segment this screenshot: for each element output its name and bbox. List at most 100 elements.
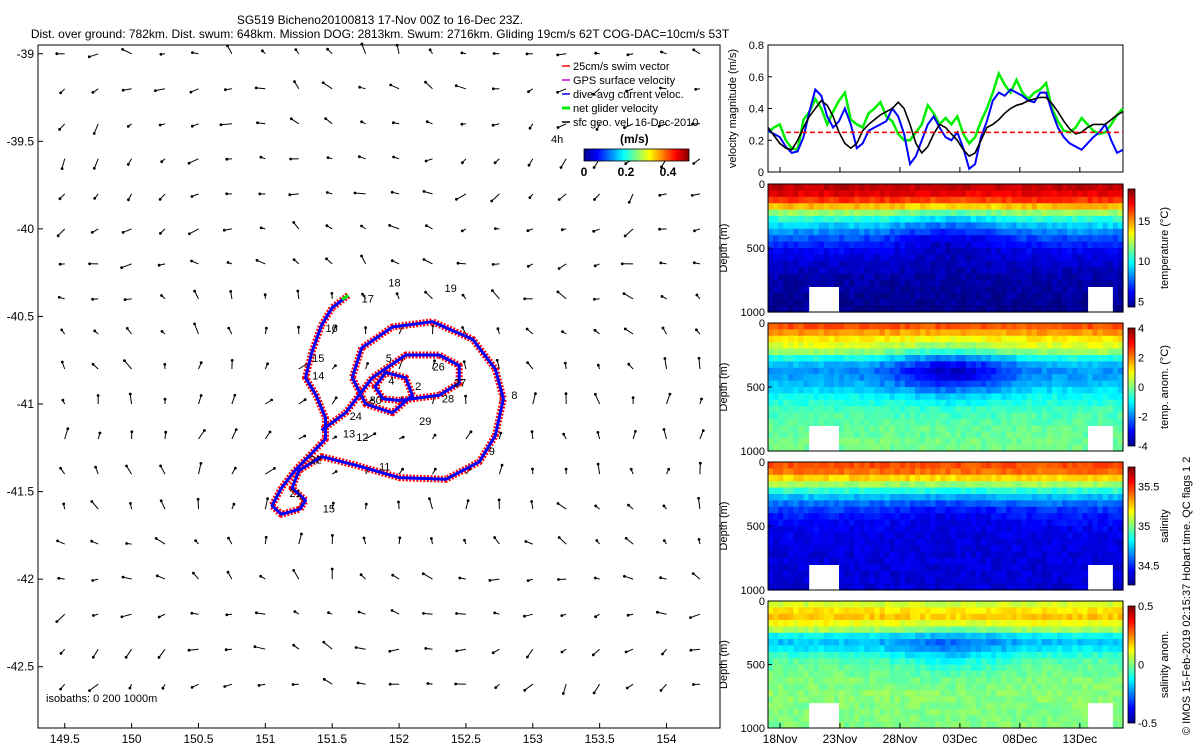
section-cell: [996, 468, 1002, 476]
section-cell: [1082, 267, 1089, 275]
section-cell: [854, 280, 860, 287]
section-cell: [950, 481, 957, 489]
section-cell: [970, 203, 977, 211]
colorbar-tick-label: 0.2: [618, 165, 635, 179]
section-cell: [1082, 393, 1089, 401]
current-vector: [698, 498, 701, 510]
section-cell: [1057, 342, 1063, 350]
section-cell: [1021, 551, 1028, 559]
section-cell: [854, 292, 860, 300]
section-cell: [798, 551, 805, 559]
section-cell: [950, 267, 957, 275]
section-cell: [1112, 254, 1119, 262]
current-vector-head: [390, 609, 394, 612]
section-cell: [1062, 184, 1068, 191]
section-cell: [981, 519, 987, 527]
section-cell: [1026, 292, 1033, 300]
current-vector-head: [87, 55, 91, 59]
section-cell: [1006, 273, 1013, 281]
section-cell: [773, 222, 779, 230]
section-cell: [981, 481, 987, 489]
colorbar-tick-label: 10: [1138, 256, 1150, 268]
section-cell: [1102, 412, 1109, 420]
section-cell: [798, 235, 805, 243]
section-cell: [1077, 196, 1084, 204]
section-cell: [1072, 513, 1078, 521]
section-cell: [1006, 558, 1013, 565]
section-cell: [828, 361, 835, 369]
section-cell: [828, 374, 835, 382]
section-cell: [864, 444, 871, 452]
section-cell: [1001, 393, 1007, 401]
section-cell: [1097, 361, 1104, 369]
section-cell: [864, 558, 871, 565]
section-cell: [991, 406, 997, 414]
current-vector-head: [157, 656, 161, 659]
section-cell: [768, 273, 774, 281]
x-tick-label: 152: [389, 732, 409, 746]
current-vector-head: [123, 359, 126, 363]
current-vector-head: [692, 261, 696, 265]
section-cell: [935, 487, 942, 495]
section-cell: [844, 342, 850, 350]
section-cell: [1001, 474, 1007, 482]
section-cell: [1026, 438, 1033, 446]
section-cell: [854, 412, 860, 420]
section-cell: [950, 248, 957, 255]
section-cell: [808, 209, 815, 217]
section-cell: [1016, 203, 1023, 211]
section-cell: [798, 254, 805, 262]
section-cell: [818, 335, 825, 343]
current-vector-head: [596, 431, 600, 434]
section-cell: [849, 545, 855, 553]
legend-label: sfc geo. vel. 16-Dec-2010: [573, 117, 698, 129]
section-cell: [1112, 342, 1119, 350]
section-cell: [818, 203, 825, 211]
section-cell: [1097, 500, 1104, 508]
section-cell: [869, 241, 876, 249]
section-cell: [768, 583, 774, 591]
section-cell: [1046, 481, 1053, 489]
current-vector-head: [493, 161, 497, 165]
section-cell: [1036, 374, 1043, 382]
section-cell: [925, 419, 931, 426]
section-cell: [859, 209, 865, 217]
section-cell: [839, 506, 845, 514]
section-cell: [778, 361, 784, 369]
section-cell: [1026, 216, 1033, 223]
section-cell: [788, 494, 794, 501]
section-cell: [1077, 184, 1084, 191]
section-cell: [996, 348, 1002, 356]
section-cell: [935, 419, 942, 426]
section-cell: [859, 564, 865, 572]
day-label: 4: [388, 376, 394, 388]
section-cell: [1026, 323, 1033, 330]
current-vector-head: [531, 467, 534, 471]
section-cell: [1062, 361, 1068, 369]
section-cell: [788, 267, 794, 275]
section-cell: [1052, 292, 1058, 300]
section-cell: [1117, 532, 1124, 540]
section-cell: [986, 355, 992, 362]
current-vector-head: [94, 465, 97, 469]
section-cell: [773, 532, 779, 540]
section-cell: [818, 222, 825, 230]
section-cell: [1082, 305, 1089, 313]
section-cell: [910, 481, 916, 489]
current-vector-head: [258, 192, 262, 196]
current-vector-head: [627, 503, 630, 507]
section-cell: [965, 500, 972, 508]
section-cell: [991, 570, 997, 578]
velocity-ylabel: velocity magnitude (m/s): [727, 49, 739, 168]
section-cell: [788, 474, 794, 482]
section-cell: [1062, 494, 1068, 501]
section-cell: [996, 412, 1002, 420]
section-cell: [1087, 513, 1094, 521]
section-cell: [1087, 526, 1094, 533]
section-cell: [849, 196, 855, 204]
section-cell: [783, 532, 789, 540]
section-cell: [981, 329, 987, 337]
section-cell: [1011, 487, 1018, 495]
section-cell: [1031, 462, 1038, 469]
